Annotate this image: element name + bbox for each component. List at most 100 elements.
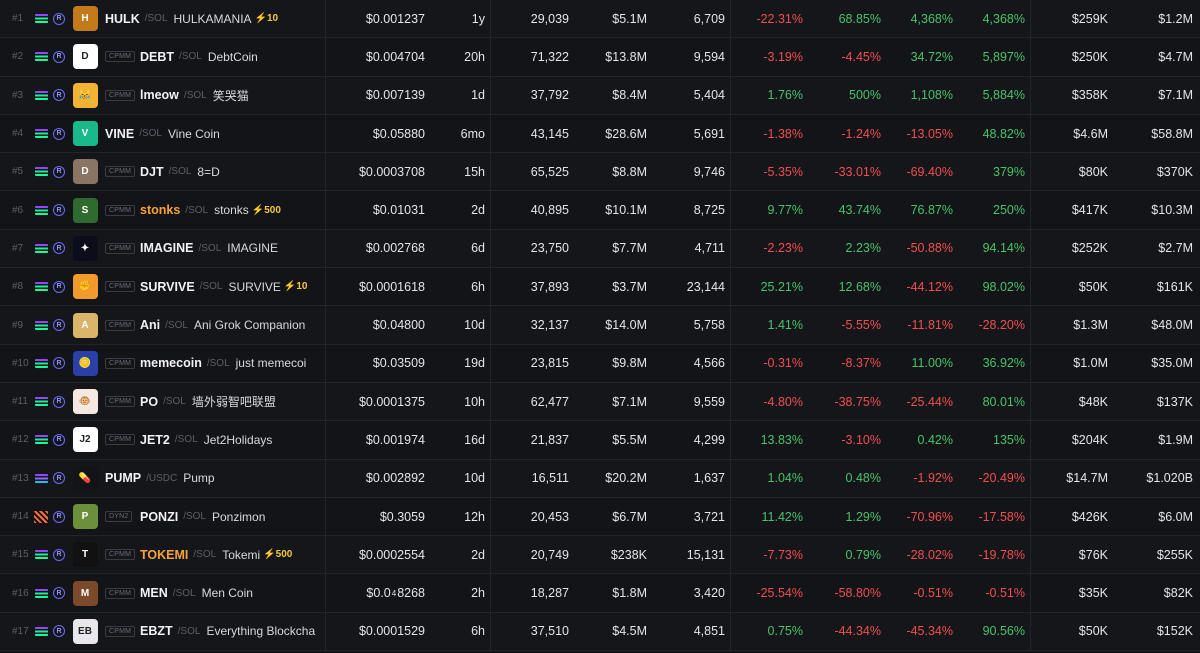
volume-cell: $8.4M <box>612 88 647 103</box>
change-1h-cell: 500% <box>849 88 881 103</box>
change-24h-cell: -19.78% <box>978 547 1025 562</box>
change-1h-cell: -5.55% <box>841 318 881 333</box>
token-name-cell[interactable]: DJT /SOL 8=D <box>140 153 325 190</box>
token-name-cell[interactable]: memecoin /SOL just memecoi <box>140 345 325 382</box>
quote-token: /SOL <box>139 128 162 140</box>
table-row[interactable]: #11 R 🐵 CPMM PO /SOL 墙外弱智吧联盟 $0.0001375 … <box>0 382 1200 422</box>
token-name-cell[interactable]: lmeow /SOL 笑哭猫 <box>140 77 325 114</box>
token-name-cell[interactable]: PUMP /USDC Pump <box>105 460 325 497</box>
liquidity-cell: $259K <box>1071 11 1108 26</box>
market-cap-cell: $1.9M <box>1158 432 1193 447</box>
solana-chain-icon <box>34 574 48 611</box>
token-name-cell[interactable]: IMAGINE /SOL IMAGINE <box>140 230 325 267</box>
token-name-cell[interactable]: stonks /SOL stonks ⚡500 <box>140 191 325 228</box>
raydium-icon: R <box>52 0 66 37</box>
age-cell: 6mo <box>460 126 485 141</box>
change-6h-cell: -50.88% <box>906 241 953 256</box>
table-row[interactable]: #5 R D CPMM DJT /SOL 8=D $0.0003708 15h … <box>0 153 1200 192</box>
token-name-cell[interactable]: PO /SOL 墙外弱智吧联盟 <box>140 383 325 420</box>
age-cell: 20h <box>464 49 485 64</box>
pool-type-badge: CPMM <box>105 77 136 114</box>
table-row[interactable]: #15 R T CPMM TOKEMI /SOL Tokemi ⚡500 $0.… <box>0 536 1200 575</box>
makers-cell: 5,691 <box>693 126 725 141</box>
table-row[interactable]: #14 R P DYN2 PONZI /SOL Ponzimon $0.3059… <box>0 497 1200 537</box>
change-5m-cell: -5.35% <box>763 164 803 179</box>
market-cap-cell: $48.0M <box>1151 318 1193 333</box>
market-cap-cell: $1.2M <box>1158 11 1193 26</box>
token-name-cell[interactable]: VINE /SOL Vine Coin <box>105 115 325 152</box>
txns-cell: 29,039 <box>530 11 569 26</box>
change-5m-cell: -0.31% <box>763 356 803 371</box>
table-row[interactable]: #13 R 💊 PUMP /USDC Pump $0.002892 10d 16… <box>0 459 1200 498</box>
boost-badge: ⚡500 <box>263 549 293 561</box>
change-5m-cell: 9.77% <box>767 203 803 218</box>
liquidity-cell: $426K <box>1071 509 1108 524</box>
rank-number: #17 <box>12 625 29 637</box>
table-row[interactable]: #10 R 🪙 CPMM memecoin /SOL just memecoi … <box>0 344 1200 383</box>
token-full-name: Ponzimon <box>212 509 266 524</box>
solana-chain-icon <box>34 306 48 343</box>
table-row[interactable]: #4 R V VINE /SOL Vine Coin $0.05880 6mo … <box>0 114 1200 154</box>
token-symbol: PUMP <box>105 471 142 486</box>
change-1h-cell: 2.23% <box>845 241 881 256</box>
change-24h-cell: 98.02% <box>982 279 1025 294</box>
table-row[interactable]: #7 R ✦ CPMM IMAGINE /SOL IMAGINE $0.0027… <box>0 229 1200 269</box>
txns-cell: 16,511 <box>531 471 569 486</box>
price-cell: $0.0002554 <box>358 547 425 562</box>
pool-type-badge: CPMM <box>105 153 136 190</box>
token-full-name: 笑哭猫 <box>212 88 249 103</box>
token-name-cell[interactable]: HULK /SOL HULKAMANIA ⚡10 <box>105 0 325 37</box>
token-name-cell[interactable]: MEN /SOL Men Coin <box>140 574 325 611</box>
quote-token: /SOL <box>183 511 206 522</box>
table-row[interactable]: #3 R 😹 CPMM lmeow /SOL 笑哭猫 $0.007139 1d … <box>0 76 1200 115</box>
token-name-cell[interactable]: JET2 /SOL Jet2Holidays <box>140 421 325 458</box>
change-1h-cell: -8.37% <box>841 356 881 371</box>
makers-cell: 9,559 <box>693 394 725 409</box>
age-cell: 10d <box>464 471 485 486</box>
txns-cell: 18,287 <box>530 586 569 601</box>
makers-cell: 3,721 <box>693 509 725 524</box>
pool-type-badge: CPMM <box>105 306 136 343</box>
age-cell: 2h <box>471 586 485 601</box>
liquidity-cell: $35K <box>1078 586 1108 601</box>
txns-cell: 37,510 <box>530 624 569 639</box>
price-cell: $0.0 4 8268 <box>366 586 425 601</box>
volume-cell: $5.1M <box>612 11 647 26</box>
table-row[interactable]: #16 R M CPMM MEN /SOL Men Coin $0.0 4 8268… <box>0 574 1200 613</box>
raydium-icon: R <box>52 613 66 650</box>
table-row[interactable]: #6 R S CPMM stonks /SOL stonks ⚡500 $0.0… <box>0 191 1200 230</box>
txns-cell: 71,322 <box>530 49 569 64</box>
token-name-cell[interactable]: Ani /SOL Ani Grok Companion <box>140 306 325 343</box>
solana-chain-icon <box>34 268 48 305</box>
token-name-cell[interactable]: TOKEMI /SOL Tokemi ⚡500 <box>140 536 325 573</box>
table-row[interactable]: #1 R H HULK /SOL HULKAMANIA ⚡10 $0.00123… <box>0 0 1200 39</box>
table-row[interactable]: #2 R D CPMM DEBT /SOL DebtCoin $0.004704… <box>0 38 1200 77</box>
rank-number: #9 <box>12 319 24 331</box>
table-row[interactable]: #9 R A CPMM Ani /SOL Ani Grok Companion … <box>0 306 1200 345</box>
age-cell: 19d <box>464 356 485 371</box>
change-1h-cell: -33.01% <box>834 164 881 179</box>
token-name-cell[interactable]: SURVIVE /SOL SURVIVE ⚡10 <box>140 268 325 305</box>
change-6h-cell: -11.81% <box>907 318 953 333</box>
raydium-icon: R <box>52 153 66 190</box>
token-full-name: Jet2Holidays <box>203 432 273 447</box>
table-row[interactable]: #12 R J2 CPMM JET2 /SOL Jet2Holidays $0.… <box>0 421 1200 460</box>
table-row[interactable]: #17 R EB CPMM EBZT /SOL Everything Block… <box>0 612 1200 652</box>
solana-chain-icon <box>34 345 48 382</box>
token-name-cell[interactable]: DEBT /SOL DebtCoin <box>140 38 325 75</box>
token-avatar: T <box>72 536 98 573</box>
age-cell: 12h <box>464 509 485 524</box>
change-1h-cell: 0.79% <box>845 547 881 562</box>
solana-chain-icon <box>34 383 48 420</box>
makers-cell: 4,851 <box>693 624 725 639</box>
token-name-cell[interactable]: EBZT /SOL Everything Blockcha <box>140 613 325 650</box>
liquidity-cell: $204K <box>1071 432 1108 447</box>
rank-number: #16 <box>12 587 29 599</box>
table-row[interactable]: #8 R ✊ CPMM SURVIVE /SOL SURVIVE ⚡10 $0.… <box>0 268 1200 307</box>
age-cell: 6d <box>471 241 485 256</box>
token-name-cell[interactable]: PONZI /SOL Ponzimon <box>140 498 325 535</box>
rank-number: #11 <box>12 396 28 408</box>
volume-cell: $4.5M <box>612 624 647 639</box>
token-avatar: J2 <box>72 421 98 458</box>
change-5m-cell: -25.54% <box>756 586 803 601</box>
